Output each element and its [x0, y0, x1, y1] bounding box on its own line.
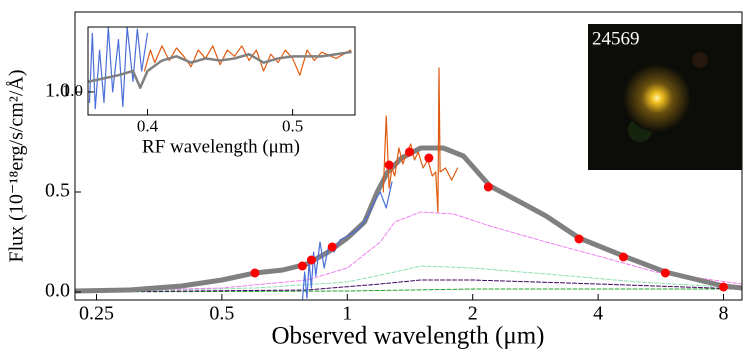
data-point	[719, 282, 729, 292]
y-axis-label: Flux (10⁻¹⁸erg/s/cm²/Å)	[6, 69, 28, 262]
image-label: 24569	[592, 28, 640, 49]
y-tick-label: 1.0	[45, 80, 70, 102]
series-line	[88, 50, 352, 90]
series-line	[143, 45, 352, 76]
x-axis-label: Observed wavelength (μm)	[271, 323, 544, 350]
y-tick-label: 0.0	[45, 280, 70, 302]
series-line	[88, 27, 149, 110]
cutout-image: 24569	[588, 24, 742, 170]
plot-frame	[87, 26, 356, 116]
data-point	[306, 255, 316, 265]
x-tick-label: 0.25	[79, 303, 114, 325]
inset-plot: 0.4 0.5 1.0 RF wavelength (μm)	[62, 26, 356, 158]
data-point	[574, 234, 584, 244]
x-axis-label: RF wavelength (μm)	[142, 137, 300, 158]
data-point	[250, 268, 260, 278]
data-point	[618, 252, 628, 262]
data-point	[327, 242, 337, 252]
main-plot: 0.25 0.5 1 2 4 8 0.0 0.5 1.0 Observed wavelength …	[6, 11, 743, 350]
x-tick-label: 0.4	[137, 117, 159, 136]
series-line	[75, 211, 742, 293]
image-blob	[692, 52, 708, 68]
x-tick-label: 1	[342, 303, 352, 325]
data-point	[483, 182, 493, 192]
data-point	[660, 268, 670, 278]
series-line	[75, 145, 742, 294]
image-galaxy	[623, 64, 691, 132]
series-line	[75, 288, 742, 293]
x-tick-label: 0.5	[209, 303, 234, 325]
y-tick-label: 1.0	[62, 81, 83, 100]
data-point	[424, 153, 434, 163]
plot-area	[75, 67, 742, 300]
series-line	[75, 265, 742, 293]
x-tick-label: 0.5	[282, 117, 303, 136]
y-tick-label: 0.5	[45, 180, 70, 202]
plot-area	[88, 27, 352, 110]
x-tick-label: 4	[593, 303, 603, 325]
x-tick-label: 2	[468, 303, 478, 325]
data-point	[297, 261, 307, 271]
series-line	[382, 67, 459, 213]
data-point	[404, 147, 414, 157]
data-point	[384, 160, 394, 170]
x-tick-label: 8	[719, 303, 729, 325]
